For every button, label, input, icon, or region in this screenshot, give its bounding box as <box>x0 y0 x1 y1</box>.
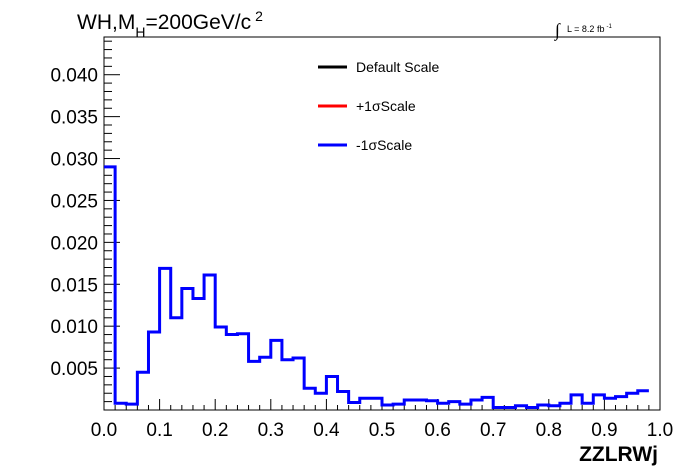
axis-ticks <box>103 40 661 410</box>
integral-symbol: ∫ <box>554 20 561 41</box>
histogram-line <box>104 165 649 409</box>
y-tick-label: 0.040 <box>50 66 98 87</box>
x-tick-label: 0.5 <box>369 420 395 441</box>
histogram-series <box>104 165 649 409</box>
x-tick-label: 0.4 <box>313 420 340 441</box>
luminosity-label: ∫ L = 8.2 fb -1 <box>554 20 612 41</box>
y-tick-label: 0.005 <box>50 359 98 380</box>
x-tick-label: 0.8 <box>536 420 562 441</box>
legend-label-default: Default Scale <box>356 59 439 75</box>
y-tick-label: 0.015 <box>50 275 98 296</box>
legend-label-minus: -1σScale <box>356 137 412 153</box>
x-tick-label: 0.3 <box>258 420 284 441</box>
chart-title: WH,MH=200GeV/c 2 <box>77 8 263 40</box>
x-tick-label: 0.9 <box>591 420 617 441</box>
x-tick-label: 1.0 <box>647 420 673 441</box>
y-tick-label: 0.010 <box>50 317 98 338</box>
axis-tick-labels: 0.0 0.1 0.2 0.3 0.4 0.5 0.6 0.7 0.8 0.9 1.0 0.005 0.… <box>50 66 673 441</box>
x-tick-label: 0.6 <box>424 420 450 441</box>
x-axis-title: ZZLRWj <box>579 443 658 466</box>
luminosity-text: L = 8.2 fb -1 <box>567 24 612 34</box>
y-tick-label: 0.020 <box>50 233 98 254</box>
x-tick-label: 0.7 <box>480 420 506 441</box>
y-tick-label: 0.035 <box>50 108 98 129</box>
y-tick-label: 0.025 <box>50 191 98 212</box>
x-tick-label: 0.0 <box>91 420 117 441</box>
x-tick-label: 0.1 <box>146 420 172 441</box>
legend: Default Scale +1σScale -1σScale <box>318 59 439 153</box>
y-tick-label: 0.030 <box>50 150 98 171</box>
plot-frame <box>103 36 661 411</box>
x-tick-label: 0.2 <box>202 420 228 441</box>
legend-label-plus: +1σScale <box>356 98 416 114</box>
